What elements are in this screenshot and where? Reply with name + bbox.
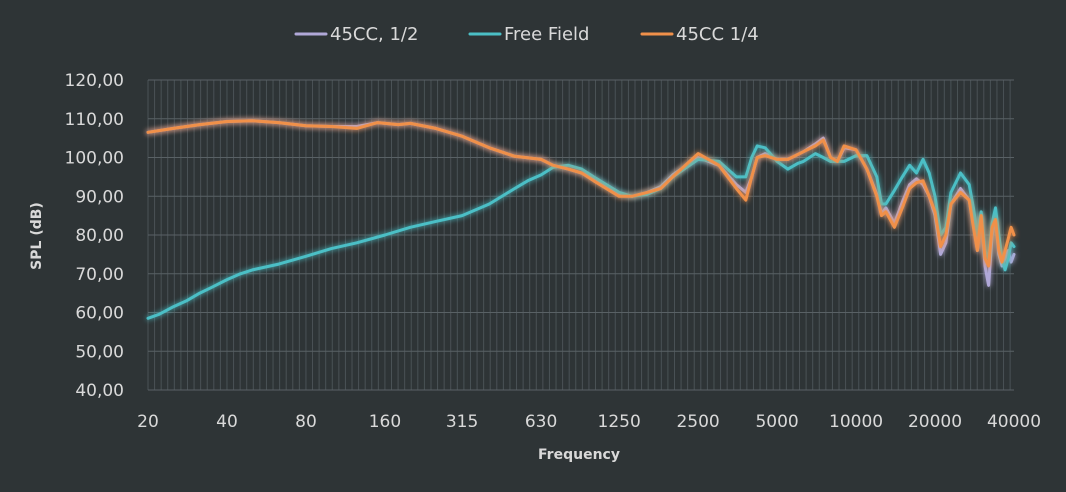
x-tick-label: 160 (369, 412, 401, 432)
x-tick-label: 630 (525, 412, 557, 432)
x-tick-label: 40000 (987, 412, 1041, 432)
series-line-free-field (146, 144, 1016, 320)
legend: 45CC, 1/2 Free Field 45CC 1/4 (294, 24, 759, 45)
x-tick-label: 5000 (755, 412, 798, 432)
y-tick-label: 90,00 (75, 187, 124, 207)
y-axis-title: SPL (dB) (29, 202, 45, 270)
major-gridlines (148, 79, 1014, 391)
x-tick-label: 2500 (676, 412, 719, 432)
y-tick-label: 60,00 (75, 304, 124, 324)
legend-label: 45CC, 1/2 (330, 24, 418, 45)
x-tick-label: 10000 (829, 412, 883, 432)
y-axis-tick-labels: 40,00 50,00 60,00 70,00 80,00 90,00 100,00 110,… (65, 71, 124, 401)
y-tick-label: 40,00 (75, 381, 124, 401)
y-tick-label: 80,00 (75, 226, 124, 246)
x-tick-label: 315 (446, 412, 478, 432)
x-tick-label: 20 (137, 412, 159, 432)
series-line-45cc-1-4 (146, 119, 1016, 268)
x-tick-label: 20000 (908, 412, 962, 432)
y-tick-label: 120,00 (65, 71, 124, 91)
y-tick-label: 50,00 (75, 342, 124, 362)
y-tick-label: 100,00 (65, 149, 124, 169)
legend-label: Free Field (504, 24, 589, 45)
x-axis-title: Frequency (538, 447, 620, 463)
x-tick-label: 1250 (598, 412, 641, 432)
legend-label: 45CC 1/4 (676, 24, 759, 45)
x-axis-tick-labels: 20 40 80 160 315 630 1250 2500 5000 10000 20000 400… (137, 412, 1041, 432)
series-layer (146, 119, 1016, 320)
y-tick-label: 70,00 (75, 265, 124, 285)
y-tick-label: 110,00 (65, 110, 124, 130)
x-tick-label: 40 (216, 412, 238, 432)
x-tick-label: 80 (295, 412, 317, 432)
